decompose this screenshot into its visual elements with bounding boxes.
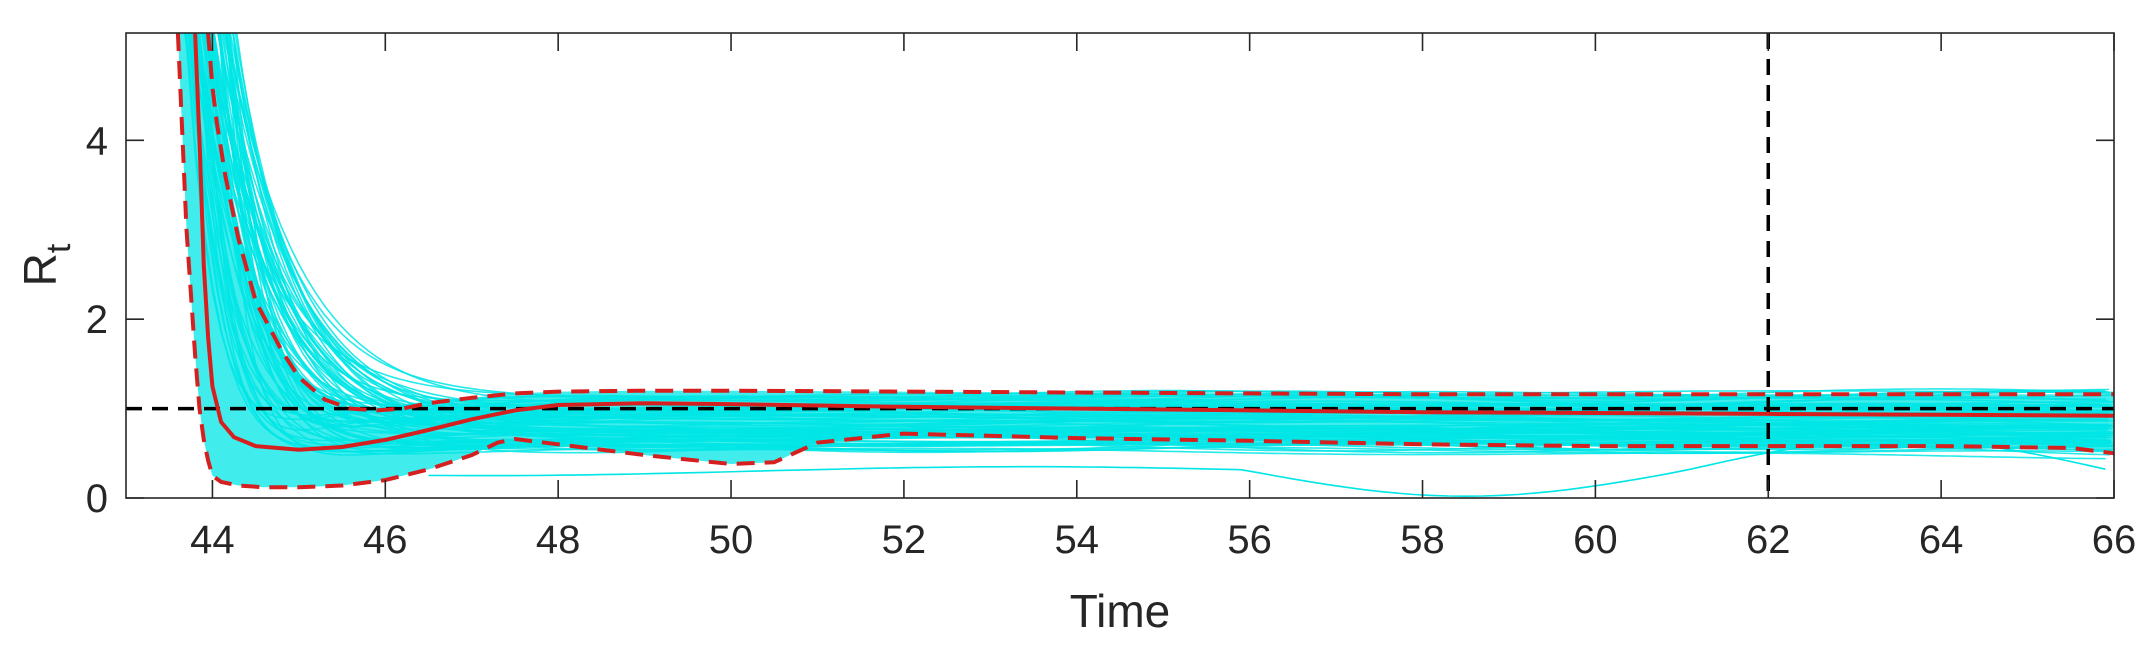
x-tick-label: 66 (2092, 518, 2137, 562)
y-axis-title-subscript: t (40, 243, 78, 253)
x-tick-label: 64 (1919, 518, 1964, 562)
y-tick-label: 4 (86, 119, 108, 163)
ensemble-line (224, 33, 2107, 455)
x-tick-label: 48 (536, 518, 581, 562)
y-tick-label: 0 (86, 477, 108, 521)
x-tick-label: 62 (1746, 518, 1791, 562)
summary-series (175, 33, 2114, 490)
ensemble-line (191, 33, 2106, 460)
x-tick-label: 44 (190, 518, 235, 562)
y-axis-ticks: 0 2 4 (86, 119, 2114, 521)
x-axis-ticks: 44 46 48 50 52 54 56 58 60 62 64 66 (190, 33, 2136, 562)
y-axis-title-main: R (14, 253, 66, 286)
y-tick-label: 2 (86, 298, 108, 342)
x-tick-label: 52 (882, 518, 927, 562)
x-axis-title: Time (1070, 585, 1171, 637)
x-tick-label: 56 (1227, 518, 1272, 562)
x-tick-label: 46 (363, 518, 408, 562)
upper-bound-line (206, 33, 2114, 413)
x-tick-label: 54 (1055, 518, 1100, 562)
plot-frame (125, 32, 2115, 499)
x-tick-label: 58 (1400, 518, 1445, 562)
median-line (193, 33, 2114, 452)
y-axis-title: Rt (14, 243, 78, 286)
lower-bound-line (175, 33, 2114, 490)
ensemble-outlier (428, 439, 2106, 498)
x-tick-label: 50 (709, 518, 754, 562)
svg-text:Rt: Rt (14, 243, 78, 286)
x-tick-label: 60 (1573, 518, 1618, 562)
